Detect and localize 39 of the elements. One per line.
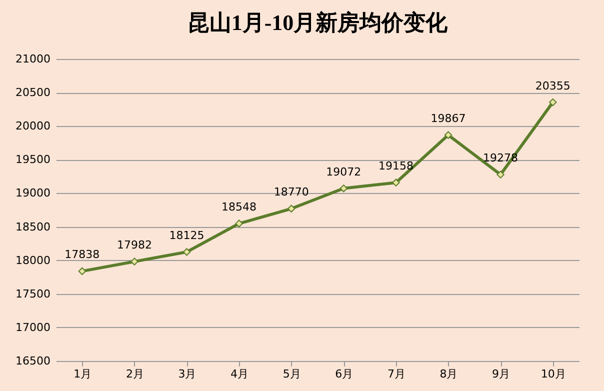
data-label: 17982 xyxy=(116,238,152,252)
x-tick-label: 4月 xyxy=(230,368,249,380)
point xyxy=(182,248,191,256)
y-tick-label: 18500 xyxy=(16,220,50,234)
x-tick-label: 7月 xyxy=(387,368,406,380)
data-label: 18125 xyxy=(169,228,204,242)
x-tick-label: 9月 xyxy=(492,368,510,380)
point xyxy=(548,98,557,106)
point xyxy=(444,131,452,139)
point xyxy=(130,258,138,266)
data-label: 19158 xyxy=(378,160,414,173)
point xyxy=(392,178,400,186)
x-tick-label: 3月 xyxy=(178,368,196,380)
data-label: 19072 xyxy=(326,165,362,178)
y-tick-label: 20000 xyxy=(16,120,50,133)
point xyxy=(78,267,86,276)
y-tick-label: 17500 xyxy=(16,287,50,300)
x-tick-label: 2月 xyxy=(126,368,144,380)
x-tick-label: 5月 xyxy=(282,368,301,380)
y-tick-label: 16500 xyxy=(16,354,50,368)
data-label: 20355 xyxy=(535,79,570,92)
point xyxy=(287,204,296,213)
data-label: 17838 xyxy=(64,248,100,262)
data-label: 18770 xyxy=(274,186,309,199)
chart-title: 昆山1月-10月新房均价变化 xyxy=(187,10,449,35)
y-tick-label: 20500 xyxy=(16,86,50,100)
x-tick-label: 10月 xyxy=(540,368,566,380)
y-tick-label: 21000 xyxy=(16,52,50,66)
y-tick-label: 19500 xyxy=(16,153,50,166)
data-label: 18548 xyxy=(222,200,257,214)
x-tick-label: 1月 xyxy=(74,368,92,380)
point xyxy=(235,220,243,228)
y-tick-label: 18000 xyxy=(16,254,50,267)
x-tick-label: 8月 xyxy=(440,368,458,380)
x-tick-label: 6月 xyxy=(335,368,354,380)
y-tick-label: 19000 xyxy=(16,186,50,200)
y-tick-label: 17000 xyxy=(16,320,50,334)
point xyxy=(496,170,504,178)
data-label: 19867 xyxy=(430,112,466,126)
